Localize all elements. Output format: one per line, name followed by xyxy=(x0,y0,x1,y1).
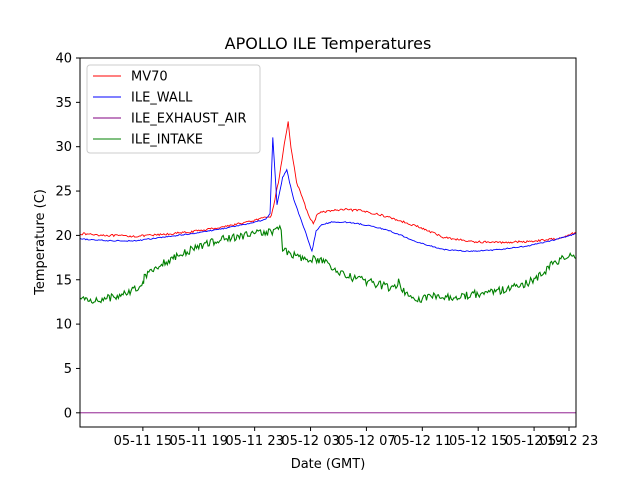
x-tick-label: 05-11 19 xyxy=(170,434,228,449)
y-tick-label: 5 xyxy=(64,362,72,377)
y-tick-label: 30 xyxy=(55,140,72,155)
x-tick-label: 05-12 23 xyxy=(540,434,598,449)
x-tick-label: 05-11 15 xyxy=(114,434,172,449)
legend-label-ile-wall: ILE_WALL xyxy=(131,91,193,106)
plot-frame xyxy=(79,57,577,428)
x-tick-label: 05-12 19 xyxy=(505,434,563,449)
x-axis-label: Date (GMT) xyxy=(291,457,366,472)
chart-title: APOLLO ILE Temperatures xyxy=(225,34,432,53)
series-line-ile-wall xyxy=(79,137,577,253)
legend-label-mv70: MV70 xyxy=(131,70,168,85)
legend-box xyxy=(86,64,261,154)
legend: MV70 ILE_WALL ILE_EXHAUST_AIR ILE_INTAKE xyxy=(86,64,261,154)
series-layer xyxy=(79,121,577,414)
y-tick-label: 40 xyxy=(55,52,72,67)
x-tick-label: 05-12 07 xyxy=(337,434,395,449)
x-tick-label: 05-12 15 xyxy=(449,434,507,449)
y-axis: 0 5 10 15 20 25 30 35 40 xyxy=(55,52,80,421)
y-tick-label: 10 xyxy=(55,318,72,333)
legend-label-ile-exhaust-air: ILE_EXHAUST_AIR xyxy=(131,112,247,127)
y-tick-label: 15 xyxy=(55,273,72,288)
y-tick-label: 0 xyxy=(64,406,72,421)
series-line-ile-intake xyxy=(79,224,577,304)
series-line-mv70 xyxy=(79,121,577,245)
x-tick-label: 05-11 23 xyxy=(225,434,283,449)
y-tick-label: 20 xyxy=(55,229,72,244)
legend-label-ile-intake: ILE_INTAKE xyxy=(131,133,203,148)
x-tick-label: 05-12 03 xyxy=(281,434,339,449)
y-tick-label: 35 xyxy=(55,96,72,111)
y-axis-label: Temperature (C) xyxy=(33,189,48,296)
y-tick-label: 25 xyxy=(55,185,72,200)
x-tick-label: 05-12 11 xyxy=(393,434,451,449)
